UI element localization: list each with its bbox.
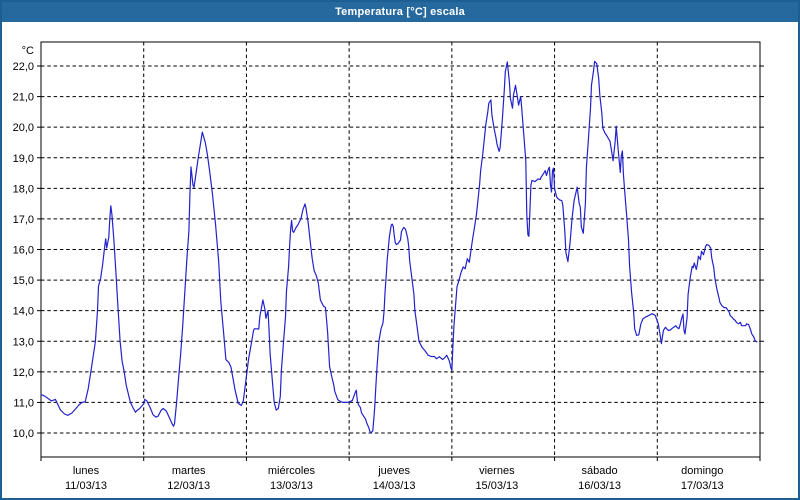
x-day-label: martes [172, 465, 206, 477]
y-tick-label: 20,0 [13, 122, 34, 134]
x-date-label: 14/03/13 [373, 480, 416, 492]
y-tick-label: 16,0 [13, 245, 34, 257]
y-tick-label: 18,0 [13, 183, 34, 195]
x-day-label: viernes [479, 465, 515, 477]
x-day-label: sábado [582, 465, 618, 477]
x-day-label: domingo [681, 465, 723, 477]
y-tick-label: 22,0 [13, 61, 34, 73]
temperature-line-chart: 22,0 21,0 20,0 19,0 18,0 17,0 16,0 15,0 14,0 13,0… [13, 41, 764, 492]
window-titlebar: Temperatura [°C] escala [2, 2, 798, 22]
y-tick-label: 13,0 [13, 336, 34, 348]
y-tick-label: 19,0 [13, 153, 34, 165]
x-date-label: 15/03/13 [475, 480, 518, 492]
x-date-label: 12/03/13 [167, 480, 210, 492]
y-tick-label: 11,0 [13, 397, 34, 409]
y-axis-unit-label: °C [22, 45, 34, 57]
x-day-label: jueves [377, 465, 410, 477]
x-date-label: 11/03/13 [65, 480, 107, 492]
x-date-label: 13/03/13 [270, 480, 313, 492]
x-date-label: 17/03/13 [681, 480, 724, 492]
x-day-label: miércoles [268, 465, 316, 477]
y-tick-label: 21,0 [13, 92, 34, 104]
y-tick-label: 10,0 [13, 428, 34, 440]
y-tick-label: 12,0 [13, 367, 34, 379]
chart-area: 22,0 21,0 20,0 19,0 18,0 17,0 16,0 15,0 14,0 13,0… [2, 22, 798, 496]
y-tick-label: 14,0 [13, 306, 34, 318]
y-tick-label: 17,0 [13, 214, 34, 226]
chart-title: Temperatura [°C] escala [335, 6, 465, 18]
temperature-series-line [40, 60, 758, 434]
y-tick-label: 15,0 [13, 275, 34, 287]
x-date-label: 16/03/13 [578, 480, 621, 492]
x-day-label: lunes [73, 465, 100, 477]
